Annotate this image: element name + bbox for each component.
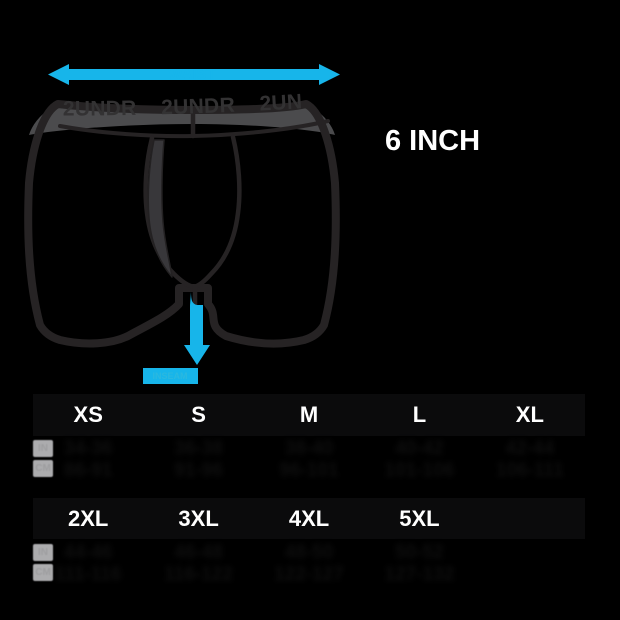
svg-text:WAIST: WAIST [168, 66, 216, 83]
svg-text:INSEAM: INSEAM [152, 371, 187, 381]
svg-text:6 INCH: 6 INCH [385, 125, 480, 157]
